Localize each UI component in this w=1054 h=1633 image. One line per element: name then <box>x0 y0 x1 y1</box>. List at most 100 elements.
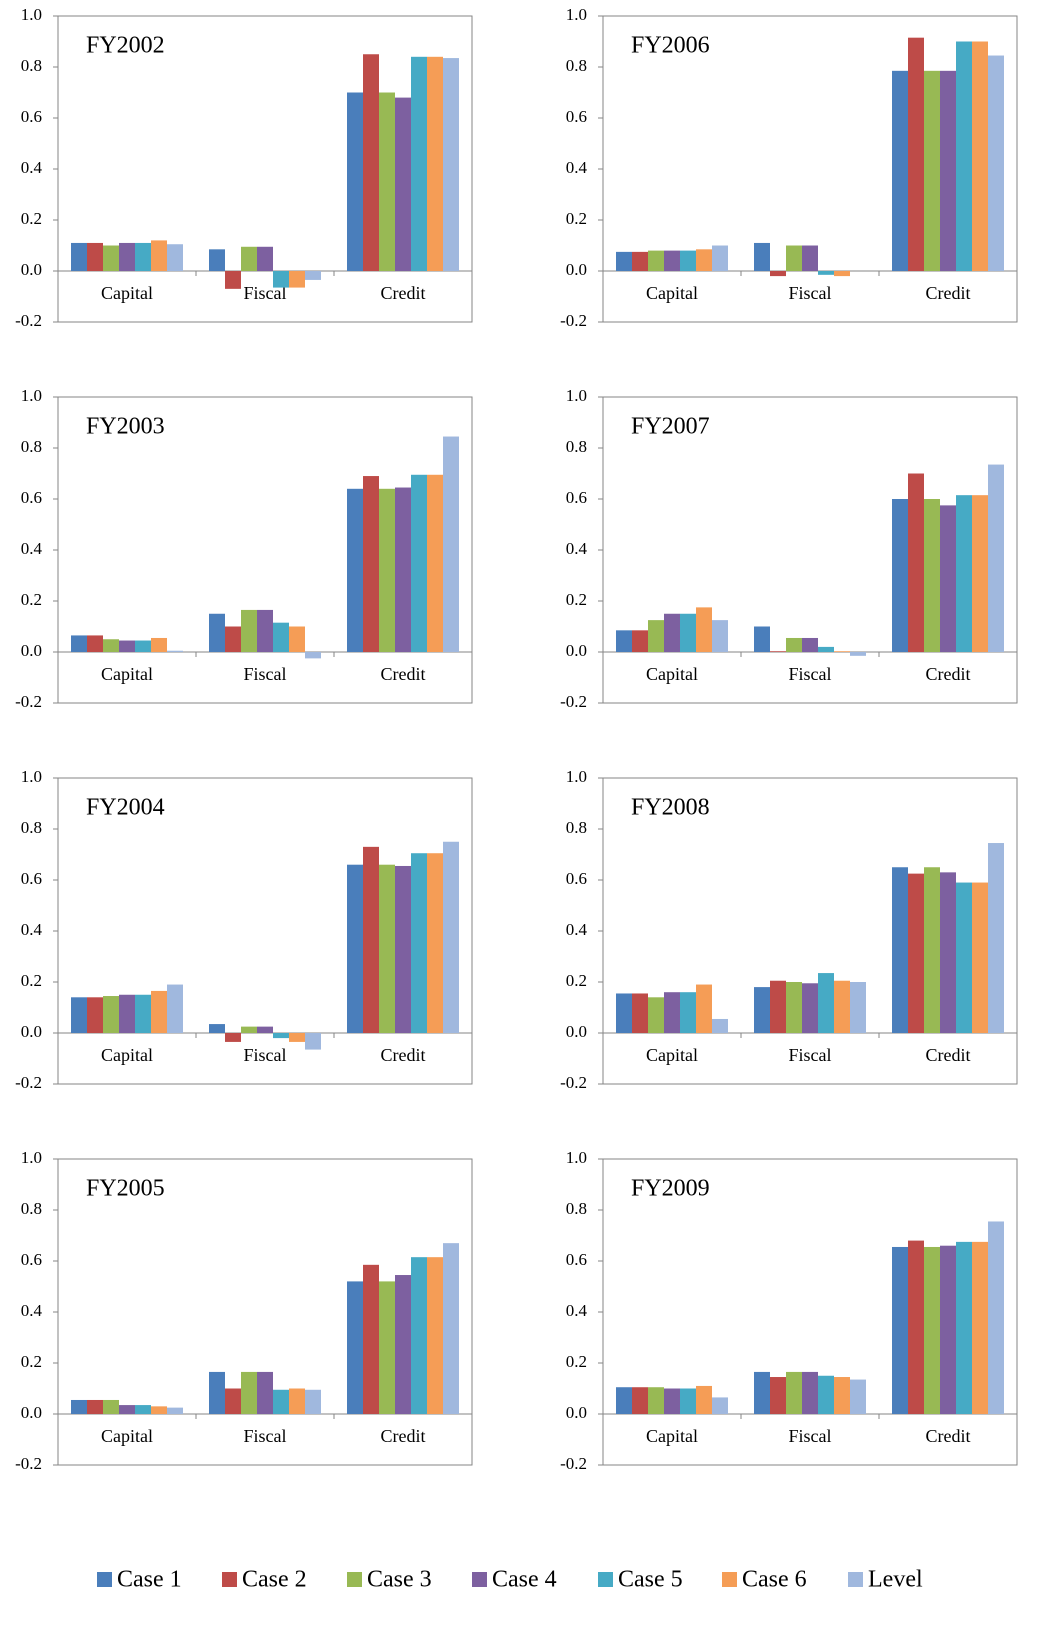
legend-swatch <box>97 1572 112 1587</box>
y-tick-label: 0.6 <box>566 869 587 888</box>
bar <box>786 637 802 652</box>
bar <box>103 1399 119 1414</box>
bar <box>664 613 680 652</box>
y-tick-label: 0.8 <box>566 1199 587 1218</box>
bar <box>305 271 321 280</box>
bar <box>818 973 834 1033</box>
legend-label: Case 6 <box>742 1567 807 1593</box>
x-tick-label: Credit <box>381 664 426 684</box>
bar <box>151 637 167 652</box>
bar <box>802 637 818 652</box>
bar <box>347 488 363 652</box>
bar <box>225 1033 241 1042</box>
bar <box>754 242 770 271</box>
y-tick-label: 0.4 <box>21 1301 43 1320</box>
bar <box>754 626 770 652</box>
bar <box>616 630 632 652</box>
bar <box>347 92 363 271</box>
bar <box>241 1371 257 1414</box>
bar <box>209 1371 225 1414</box>
bar <box>103 245 119 271</box>
x-tick-label: Fiscal <box>789 1045 832 1065</box>
bar <box>241 246 257 271</box>
bar <box>273 271 289 288</box>
bar <box>379 92 395 271</box>
y-tick-label: -0.2 <box>560 692 587 711</box>
bar <box>395 1275 411 1414</box>
bar <box>908 873 924 1033</box>
bar <box>648 620 664 652</box>
bar <box>892 499 908 652</box>
bar <box>754 1371 770 1414</box>
bar <box>103 639 119 652</box>
y-tick-label: 1.0 <box>566 767 587 786</box>
bar <box>664 250 680 271</box>
bar <box>786 982 802 1033</box>
bar <box>427 474 443 652</box>
bar <box>443 436 459 652</box>
bar <box>892 70 908 271</box>
bar <box>167 244 183 271</box>
y-tick-label: 0.4 <box>21 920 43 939</box>
y-tick-label: 1.0 <box>21 767 42 786</box>
bar <box>209 249 225 271</box>
bar <box>87 997 103 1033</box>
bar <box>411 56 427 271</box>
chart-title: FY2008 <box>631 795 710 821</box>
x-tick-label: Fiscal <box>789 1426 832 1446</box>
bar <box>363 1264 379 1414</box>
bar <box>273 1389 289 1414</box>
bar <box>305 652 321 659</box>
y-tick-label: 0.0 <box>21 1403 42 1422</box>
bar <box>940 70 956 271</box>
bar <box>818 271 834 275</box>
bar <box>135 994 151 1033</box>
y-tick-label: 0.6 <box>566 1250 587 1269</box>
bar <box>289 271 305 288</box>
bar <box>379 488 395 652</box>
bar <box>680 250 696 271</box>
legend-label: Case 4 <box>492 1567 557 1593</box>
bar <box>71 242 87 271</box>
y-tick-label: 0.6 <box>21 869 42 888</box>
y-tick-label: 1.0 <box>21 1148 42 1167</box>
bar <box>379 864 395 1033</box>
legend-swatch <box>472 1572 487 1587</box>
bar <box>988 55 1004 272</box>
bar <box>289 1388 305 1414</box>
chart-title: FY2004 <box>86 795 165 821</box>
x-tick-label: Fiscal <box>789 283 832 303</box>
x-tick-label: Capital <box>646 1045 698 1065</box>
bar <box>427 1257 443 1414</box>
bar <box>347 1281 363 1414</box>
bar <box>273 622 289 652</box>
y-tick-label: 0.8 <box>21 437 42 456</box>
y-tick-label: 0.2 <box>21 209 42 228</box>
bar <box>395 865 411 1033</box>
y-tick-label: 0.6 <box>566 107 587 126</box>
x-tick-label: Credit <box>926 664 971 684</box>
legend-swatch <box>347 1572 362 1587</box>
bar <box>940 505 956 652</box>
y-tick-label: 0.4 <box>566 1301 588 1320</box>
y-tick-label: 0.0 <box>566 260 587 279</box>
bar <box>632 1387 648 1414</box>
y-tick-label: 0.0 <box>21 1022 42 1041</box>
bar <box>696 607 712 652</box>
bar <box>71 635 87 652</box>
x-tick-label: Capital <box>646 283 698 303</box>
bar <box>786 245 802 271</box>
bar <box>119 1405 135 1414</box>
x-tick-label: Fiscal <box>244 1426 287 1446</box>
y-tick-label: 0.8 <box>566 437 587 456</box>
bar <box>696 249 712 271</box>
bar <box>786 1371 802 1414</box>
bar <box>850 1379 866 1414</box>
bar <box>363 54 379 271</box>
x-tick-label: Capital <box>646 1426 698 1446</box>
bar <box>712 1018 728 1033</box>
bar <box>427 853 443 1033</box>
bar <box>225 1388 241 1414</box>
chart-title: FY2003 <box>86 414 165 440</box>
